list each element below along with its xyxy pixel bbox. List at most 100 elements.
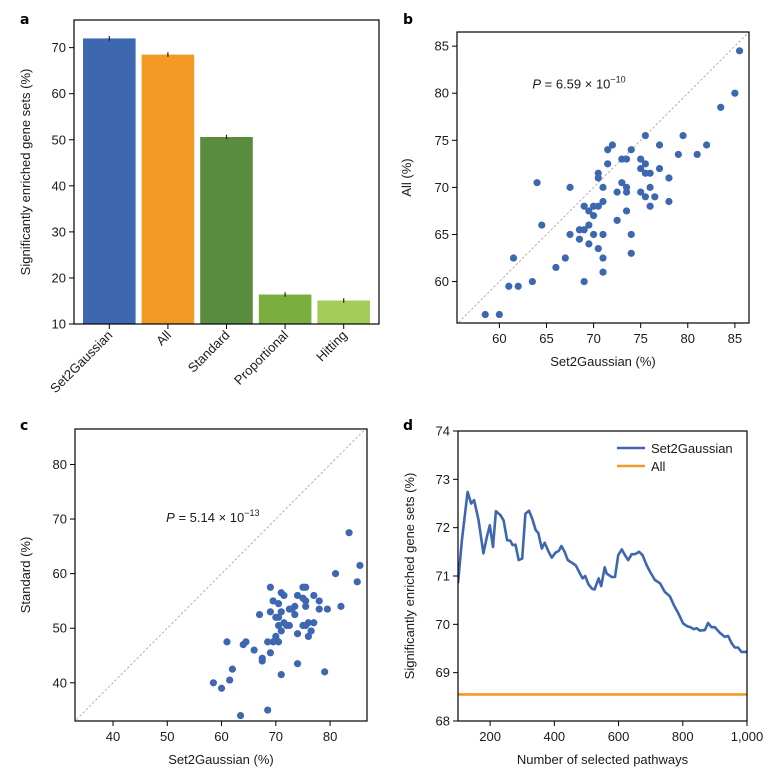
data-point — [323, 605, 331, 613]
data-point — [302, 583, 310, 591]
x-tick-label: 70 — [586, 331, 600, 346]
x-tick-label: 50 — [160, 729, 174, 744]
y-tick-label: 40 — [52, 178, 66, 193]
panel-b: b All (%) 60 65 70 75 80 85 60 65 70 75 80 85 Set2Gaus… — [399, 12, 750, 369]
data-point — [321, 668, 329, 676]
bar-all — [141, 54, 195, 324]
x-axis-label: Number of selected pathways — [517, 752, 689, 767]
panel-letter: a — [20, 12, 29, 28]
y-tick-label: 60 — [52, 86, 66, 101]
data-point — [580, 277, 588, 286]
data-point — [637, 164, 645, 173]
data-point — [302, 597, 310, 605]
data-point — [717, 103, 725, 111]
data-point — [293, 630, 302, 638]
x-tick-label: 600 — [608, 729, 630, 744]
data-point — [509, 254, 518, 262]
data-point — [274, 600, 283, 608]
data-point — [585, 207, 593, 215]
data-point — [266, 583, 274, 591]
data-point — [585, 221, 593, 229]
data-point — [291, 602, 299, 610]
y-tick-label: 68 — [436, 714, 450, 729]
data-point — [291, 610, 299, 619]
plot-area — [457, 32, 749, 323]
x-tick-label: Hitting — [313, 328, 350, 365]
x-tick-label: Standard — [185, 328, 233, 376]
y-tick-label: 73 — [436, 472, 450, 487]
data-point — [552, 263, 560, 272]
y-tick-label: 69 — [436, 665, 450, 680]
y-tick-label: 71 — [436, 569, 450, 584]
data-point — [250, 646, 258, 654]
panel-c: c Standard (%) 40 50 60 70 80 40 50 60 70 80 Set2Gau… — [18, 418, 368, 767]
data-point — [585, 240, 593, 248]
y-tick-label: 20 — [52, 270, 66, 285]
y-tick-label: 10 — [52, 317, 66, 332]
data-point — [604, 146, 612, 154]
identity-line — [75, 429, 367, 721]
x-tick-label: 80 — [681, 331, 695, 346]
data-point — [242, 638, 250, 646]
bar-hitting — [317, 300, 370, 324]
y-tick-label: 70 — [436, 617, 450, 632]
plot-area — [75, 429, 367, 721]
data-point — [304, 632, 312, 641]
y-tick-label: 60 — [53, 566, 67, 581]
data-point — [594, 174, 602, 182]
data-point — [731, 89, 739, 97]
data-point — [514, 282, 522, 290]
data-point — [495, 310, 503, 319]
data-point — [613, 188, 621, 196]
data-point — [589, 230, 598, 239]
data-point — [580, 226, 588, 234]
panel-letter: b — [403, 12, 413, 28]
p-value-annotation: P = 6.59 × 10−10 — [532, 75, 625, 92]
p-value-exponent: −13 — [244, 508, 259, 518]
data-point — [293, 660, 302, 668]
x-tick-label: 60 — [214, 729, 228, 744]
x-tick-label: 65 — [539, 331, 553, 346]
x-tick-label: 70 — [269, 729, 283, 744]
y-tick-label: 72 — [436, 520, 450, 535]
data-point — [307, 627, 315, 635]
data-point — [528, 277, 536, 286]
axes-frame — [74, 428, 368, 722]
data-point — [217, 684, 226, 692]
data-point — [622, 155, 631, 163]
y-tick-label: 40 — [53, 675, 67, 690]
x-tick-label: Proportional — [231, 327, 291, 387]
y-axis-label: Significantly enriched gene sets (%) — [402, 473, 417, 680]
data-point — [533, 179, 541, 187]
data-point — [655, 141, 664, 149]
data-point — [599, 183, 607, 191]
x-tick-label: Set2Gaussian — [47, 328, 115, 396]
data-point — [331, 570, 340, 578]
data-point — [618, 179, 626, 187]
data-point — [599, 254, 607, 262]
panel-d: d Significantly enriched gene sets (%) 68 6… — [402, 418, 763, 767]
axes-frame — [456, 31, 750, 324]
data-point — [646, 169, 654, 177]
data-point — [266, 608, 274, 616]
data-point — [302, 602, 310, 610]
data-point — [272, 632, 280, 641]
data-point — [599, 268, 607, 276]
data-point — [622, 207, 631, 215]
p-symbol: P — [166, 510, 175, 525]
data-point — [264, 638, 272, 646]
data-point — [594, 245, 602, 253]
data-point — [315, 597, 323, 605]
data-point — [481, 310, 489, 319]
data-point — [641, 193, 649, 201]
data-point — [266, 649, 274, 657]
data-point — [505, 282, 513, 290]
data-point — [566, 230, 574, 239]
y-axis-label: All (%) — [399, 158, 414, 196]
data-point — [637, 188, 645, 196]
x-tick-label: All — [153, 327, 174, 348]
data-point — [604, 160, 612, 168]
data-point — [280, 591, 288, 600]
data-point — [277, 627, 285, 635]
y-tick-label: 80 — [53, 457, 67, 472]
